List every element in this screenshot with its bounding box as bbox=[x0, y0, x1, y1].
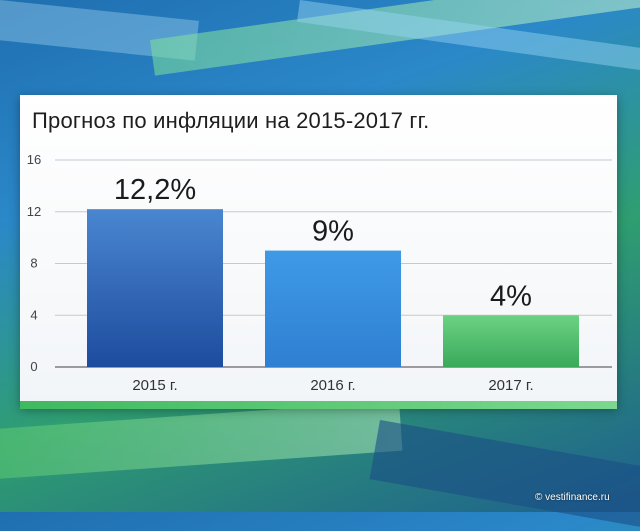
x-tick-label: 2015 г. bbox=[132, 377, 177, 394]
bar-chart: 0 4 8 12 16 12,2% 2015 г. 9% 2016 г. 4% 2017 г. bbox=[27, 152, 612, 394]
bar-value-label: 12,2% bbox=[114, 174, 196, 206]
chart-title: Прогноз по инфляции на 2015-2017 гг. bbox=[32, 108, 430, 133]
bar-2 bbox=[265, 250, 401, 367]
x-tick-label: 2017 г. bbox=[488, 377, 533, 394]
y-tick-label: 12 bbox=[27, 204, 41, 219]
y-tick-label: 4 bbox=[30, 307, 37, 322]
bar-value-label: 9% bbox=[312, 216, 354, 248]
bar-1 bbox=[87, 209, 223, 367]
panel-accent-bar bbox=[20, 401, 617, 409]
watermark-credit: © vestifinance.ru bbox=[535, 492, 610, 503]
y-tick-label: 16 bbox=[27, 152, 41, 167]
bar-value-label: 4% bbox=[490, 280, 532, 312]
y-tick-label: 0 bbox=[30, 359, 37, 374]
x-tick-label: 2016 г. bbox=[310, 377, 355, 394]
y-tick-label: 8 bbox=[30, 256, 37, 271]
bar-3 bbox=[443, 315, 579, 367]
